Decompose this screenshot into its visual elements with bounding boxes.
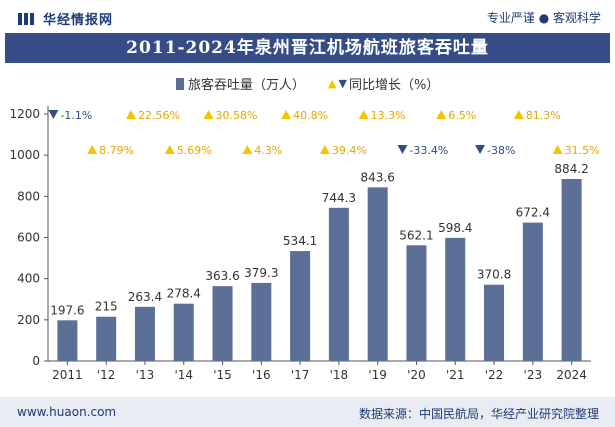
x-tick-label: '13 bbox=[136, 368, 155, 382]
growth-label: 39.4% bbox=[332, 144, 367, 157]
y-tick-label: 200 bbox=[17, 313, 40, 327]
bar-value-label: 672.4 bbox=[516, 206, 550, 220]
x-tick-label: '21 bbox=[446, 368, 465, 382]
bar-value-label: 534.1 bbox=[283, 234, 317, 248]
growth-label: 8.79% bbox=[99, 144, 134, 157]
growth-label: 13.3% bbox=[371, 109, 406, 122]
x-tick-label: 2024 bbox=[556, 368, 587, 382]
brand-name: 华经情报网 bbox=[43, 13, 114, 28]
x-tick-label: '17 bbox=[291, 368, 310, 382]
growth-label: 5.69% bbox=[177, 144, 212, 157]
legend: 旅客吞吐量（万人） ▲ ▼ 同比增长（%） bbox=[0, 74, 615, 94]
x-tick-label: '14 bbox=[174, 368, 193, 382]
footer-source: 数据来源：中国民航局，华经产业研究院整理 bbox=[358, 407, 599, 421]
bar bbox=[96, 316, 117, 361]
chart-area: 0 200 400 600 800 1000 1200 197.6 2011 -1.1% 215 '1… bbox=[9, 106, 600, 382]
x-tick-label: '12 bbox=[97, 368, 116, 382]
bar-value-label: 884.2 bbox=[554, 162, 588, 176]
growth-down-triangle bbox=[397, 145, 408, 154]
bar-value-label: 598.4 bbox=[438, 221, 472, 235]
bar-value-label: 744.3 bbox=[322, 191, 356, 205]
footer-site: www.huaon.com bbox=[17, 405, 117, 419]
bar bbox=[328, 207, 349, 361]
x-tick-label: '18 bbox=[330, 368, 349, 382]
growth-label: -33.4% bbox=[409, 144, 448, 157]
bar bbox=[57, 320, 78, 361]
growth-label: 6.5% bbox=[448, 109, 476, 122]
bar-value-label: 363.6 bbox=[205, 269, 239, 283]
bar bbox=[561, 179, 582, 361]
legend-bar-label: 旅客吞吐量（万人） bbox=[188, 78, 306, 93]
growth-up-triangle bbox=[436, 110, 447, 119]
footer: www.huaon.com 数据来源：中国民航局，华经产业研究院整理 bbox=[0, 397, 615, 427]
bar-value-label: 278.4 bbox=[167, 287, 201, 301]
growth-down-triangle bbox=[48, 110, 59, 119]
y-tick-label: 800 bbox=[17, 189, 40, 203]
growth-up-triangle bbox=[242, 145, 253, 154]
legend-bar-item: 旅客吞吐量（万人） bbox=[176, 74, 305, 93]
bar bbox=[484, 284, 505, 361]
bar bbox=[212, 286, 233, 361]
x-tick-label: '22 bbox=[485, 368, 504, 382]
tagline: 专业严谨 ● 客观科学 bbox=[486, 11, 601, 25]
top-bar: 华经情报网 专业严谨 ● 客观科学 bbox=[0, 0, 615, 34]
bar bbox=[367, 187, 388, 361]
growth-label: 40.8% bbox=[293, 109, 328, 122]
growth-up-triangle bbox=[125, 110, 136, 119]
y-tick-label: 400 bbox=[17, 272, 40, 286]
growth-label: -1.1% bbox=[60, 109, 92, 122]
bar-value-label: 370.8 bbox=[477, 268, 511, 282]
bar bbox=[445, 237, 466, 361]
bar-value-label: 215 bbox=[95, 300, 118, 314]
growth-up-triangle bbox=[87, 145, 98, 154]
bar-value-label: 263.4 bbox=[128, 290, 162, 304]
legend-growth-item: ▲ ▼ 同比增长（%） bbox=[328, 74, 439, 93]
x-tick-label: '20 bbox=[407, 368, 426, 382]
growth-label: 22.56% bbox=[138, 109, 180, 122]
growth-label: 31.5% bbox=[565, 144, 600, 157]
growth-up-triangle bbox=[358, 110, 369, 119]
y-tick-label: 1000 bbox=[9, 148, 40, 162]
legend-bar-swatch bbox=[176, 77, 184, 90]
brand-logo-icon bbox=[18, 12, 34, 25]
bar-value-label: 562.1 bbox=[399, 228, 433, 242]
x-tick-label: '15 bbox=[213, 368, 232, 382]
x-tick-label: '16 bbox=[252, 368, 271, 382]
growth-up-triangle bbox=[552, 145, 563, 154]
growth-label: -38% bbox=[487, 144, 515, 157]
x-tick-label: '19 bbox=[368, 368, 387, 382]
legend-up-triangle-icon: ▲ bbox=[328, 77, 337, 90]
bar-value-label: 197.6 bbox=[50, 303, 84, 317]
growth-up-triangle bbox=[203, 110, 214, 119]
legend-down-triangle-icon: ▼ bbox=[338, 77, 347, 90]
bar bbox=[290, 251, 311, 361]
x-tick-label: 2011 bbox=[52, 368, 83, 382]
y-tick-label: 1200 bbox=[9, 107, 40, 121]
bar bbox=[251, 282, 272, 361]
brand: 华经情报网 bbox=[17, 9, 113, 28]
bar bbox=[522, 222, 543, 361]
growth-up-triangle bbox=[164, 145, 175, 154]
growth-label: 81.3% bbox=[526, 109, 561, 122]
legend-growth-label: 同比增长（%） bbox=[348, 78, 440, 93]
bar bbox=[173, 303, 194, 361]
bar-value-label: 843.6 bbox=[360, 170, 394, 184]
growth-label: 30.58% bbox=[216, 109, 258, 122]
growth-label: 4.3% bbox=[254, 144, 282, 157]
growth-up-triangle bbox=[281, 110, 292, 119]
bar bbox=[134, 306, 155, 361]
y-tick-label: 600 bbox=[17, 231, 40, 245]
bar bbox=[406, 245, 427, 361]
x-tick-label: '23 bbox=[524, 368, 543, 382]
bar-value-label: 379.3 bbox=[244, 266, 278, 280]
growth-down-triangle bbox=[475, 145, 486, 154]
growth-up-triangle bbox=[319, 145, 330, 154]
growth-up-triangle bbox=[513, 110, 524, 119]
y-tick-label: 0 bbox=[32, 354, 40, 368]
chart-title: 2011-2024年泉州晋江机场航班旅客吞吐量 bbox=[5, 33, 610, 63]
